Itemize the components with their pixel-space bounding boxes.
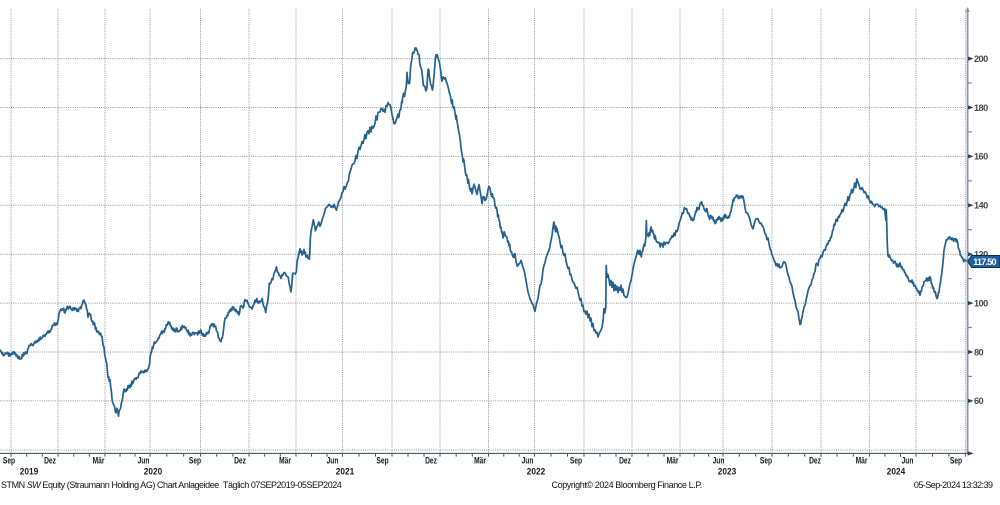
svg-text:80: 80 bbox=[974, 347, 984, 357]
svg-text:Sep: Sep bbox=[189, 456, 201, 466]
svg-text:Dez: Dez bbox=[809, 456, 821, 466]
svg-text:Mär: Mär bbox=[474, 456, 486, 466]
svg-text:2024: 2024 bbox=[887, 466, 906, 476]
svg-text:Mär: Mär bbox=[93, 456, 105, 466]
svg-text:Mär: Mär bbox=[279, 456, 291, 466]
svg-text:Sep: Sep bbox=[570, 456, 582, 466]
svg-text:Jun: Jun bbox=[138, 456, 150, 466]
svg-text:Sep: Sep bbox=[3, 456, 15, 466]
svg-text:2020: 2020 bbox=[144, 466, 163, 476]
svg-text:2021: 2021 bbox=[336, 466, 355, 476]
svg-text:Jun: Jun bbox=[713, 456, 725, 466]
svg-text:Jun: Jun bbox=[327, 456, 339, 466]
svg-text:100: 100 bbox=[974, 298, 988, 308]
svg-text:Mär: Mär bbox=[667, 456, 679, 466]
svg-text:Sep: Sep bbox=[760, 456, 772, 466]
svg-text:140: 140 bbox=[974, 201, 988, 211]
svg-text:200: 200 bbox=[974, 54, 988, 64]
svg-text:Copyright© 2024 Bloomberg Fina: Copyright© 2024 Bloomberg Finance L.P. bbox=[552, 480, 702, 490]
svg-text:Mär: Mär bbox=[856, 456, 868, 466]
svg-text:STMN SW Equity (Straumann Hold: STMN SW Equity (Straumann Holding AG) Ch… bbox=[1, 480, 342, 490]
svg-text:05-Sep-2024 13:32:39: 05-Sep-2024 13:32:39 bbox=[914, 480, 993, 490]
svg-text:2023: 2023 bbox=[718, 466, 737, 476]
svg-text:Sep: Sep bbox=[376, 456, 388, 466]
svg-text:120: 120 bbox=[974, 250, 988, 260]
svg-text:2022: 2022 bbox=[527, 466, 546, 476]
svg-text:117.50: 117.50 bbox=[973, 257, 996, 267]
svg-text:Sep: Sep bbox=[950, 456, 962, 466]
svg-text:160: 160 bbox=[974, 152, 988, 162]
svg-text:Dez: Dez bbox=[234, 456, 246, 466]
svg-text:Jun: Jun bbox=[902, 456, 914, 466]
svg-text:2019: 2019 bbox=[20, 466, 39, 476]
svg-text:Dez: Dez bbox=[619, 456, 631, 466]
svg-text:Jun: Jun bbox=[522, 456, 534, 466]
svg-text:60: 60 bbox=[974, 396, 984, 406]
svg-text:Dez: Dez bbox=[425, 456, 437, 466]
svg-text:Dez: Dez bbox=[44, 456, 56, 466]
svg-text:180: 180 bbox=[974, 103, 988, 113]
